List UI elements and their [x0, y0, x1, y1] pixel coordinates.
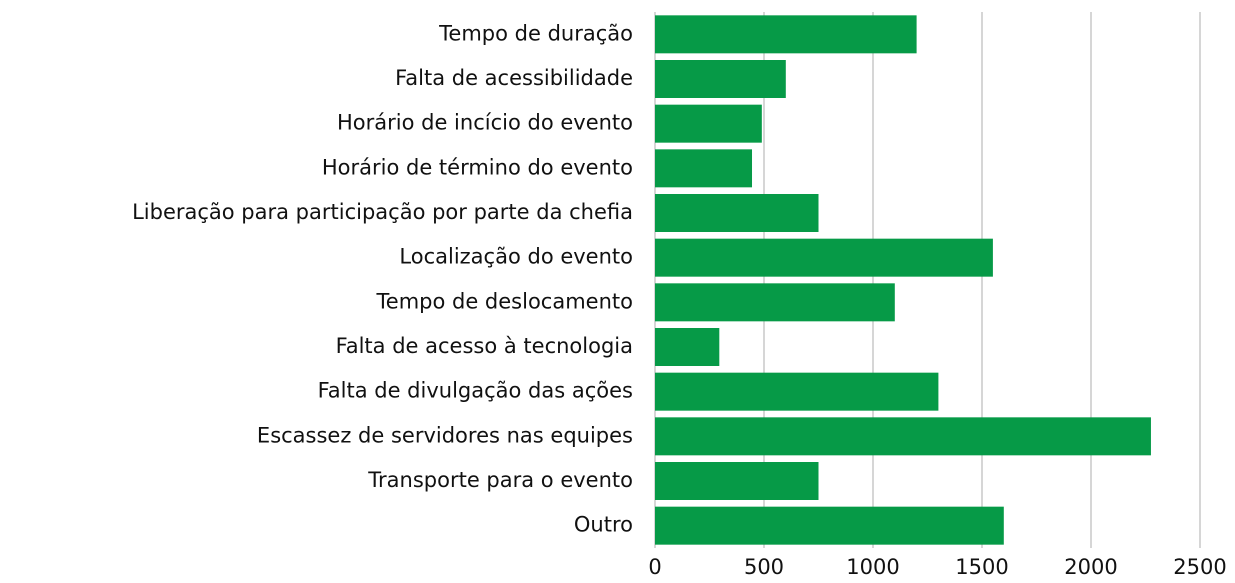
bar	[655, 328, 720, 366]
y-tick-label: Outro	[574, 513, 633, 537]
x-tick-label: 2500	[1173, 555, 1226, 579]
y-tick-label: Tempo de duração	[438, 21, 633, 45]
y-tick-label: Horário de término do evento	[322, 155, 633, 179]
bar	[655, 104, 762, 143]
y-tick-label: Falta de acessibilidade	[395, 66, 633, 90]
x-tick-label: 500	[744, 555, 784, 579]
bar	[655, 506, 1004, 545]
y-tick-label: Falta de divulgação das ações	[318, 379, 633, 403]
x-tick-label: 2000	[1064, 555, 1117, 579]
bar	[655, 194, 819, 232]
bar	[655, 462, 819, 500]
y-tick-label: Liberação para participação por parte da…	[132, 200, 633, 224]
bar	[655, 372, 939, 411]
bar	[655, 149, 753, 188]
bar	[655, 417, 1151, 456]
x-tick-label: 1000	[846, 555, 899, 579]
bar	[655, 15, 917, 54]
y-tick-label: Escassez de servidores nas equipes	[257, 423, 633, 447]
bar	[655, 60, 786, 98]
x-tick-label: 0	[648, 555, 661, 579]
y-tick-label: Horário de incício do evento	[337, 111, 633, 135]
y-tick-label: Tempo de deslocamento	[376, 289, 633, 313]
y-tick-label: Transporte para o evento	[367, 468, 633, 492]
y-tick-label: Localização do evento	[399, 245, 633, 269]
y-tick-label: Falta de acesso à tecnologia	[336, 334, 633, 358]
x-tick-label: 1500	[955, 555, 1008, 579]
bar	[655, 283, 895, 322]
bar	[655, 238, 993, 277]
